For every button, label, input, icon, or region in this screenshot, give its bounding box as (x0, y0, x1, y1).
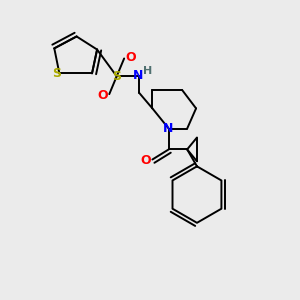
Text: O: O (125, 51, 136, 64)
Text: N: N (133, 69, 144, 82)
Text: H: H (143, 66, 152, 76)
Text: S: S (52, 67, 62, 80)
Text: O: O (98, 88, 108, 101)
Text: N: N (163, 122, 173, 135)
Text: O: O (140, 154, 151, 167)
Text: S: S (112, 70, 121, 83)
